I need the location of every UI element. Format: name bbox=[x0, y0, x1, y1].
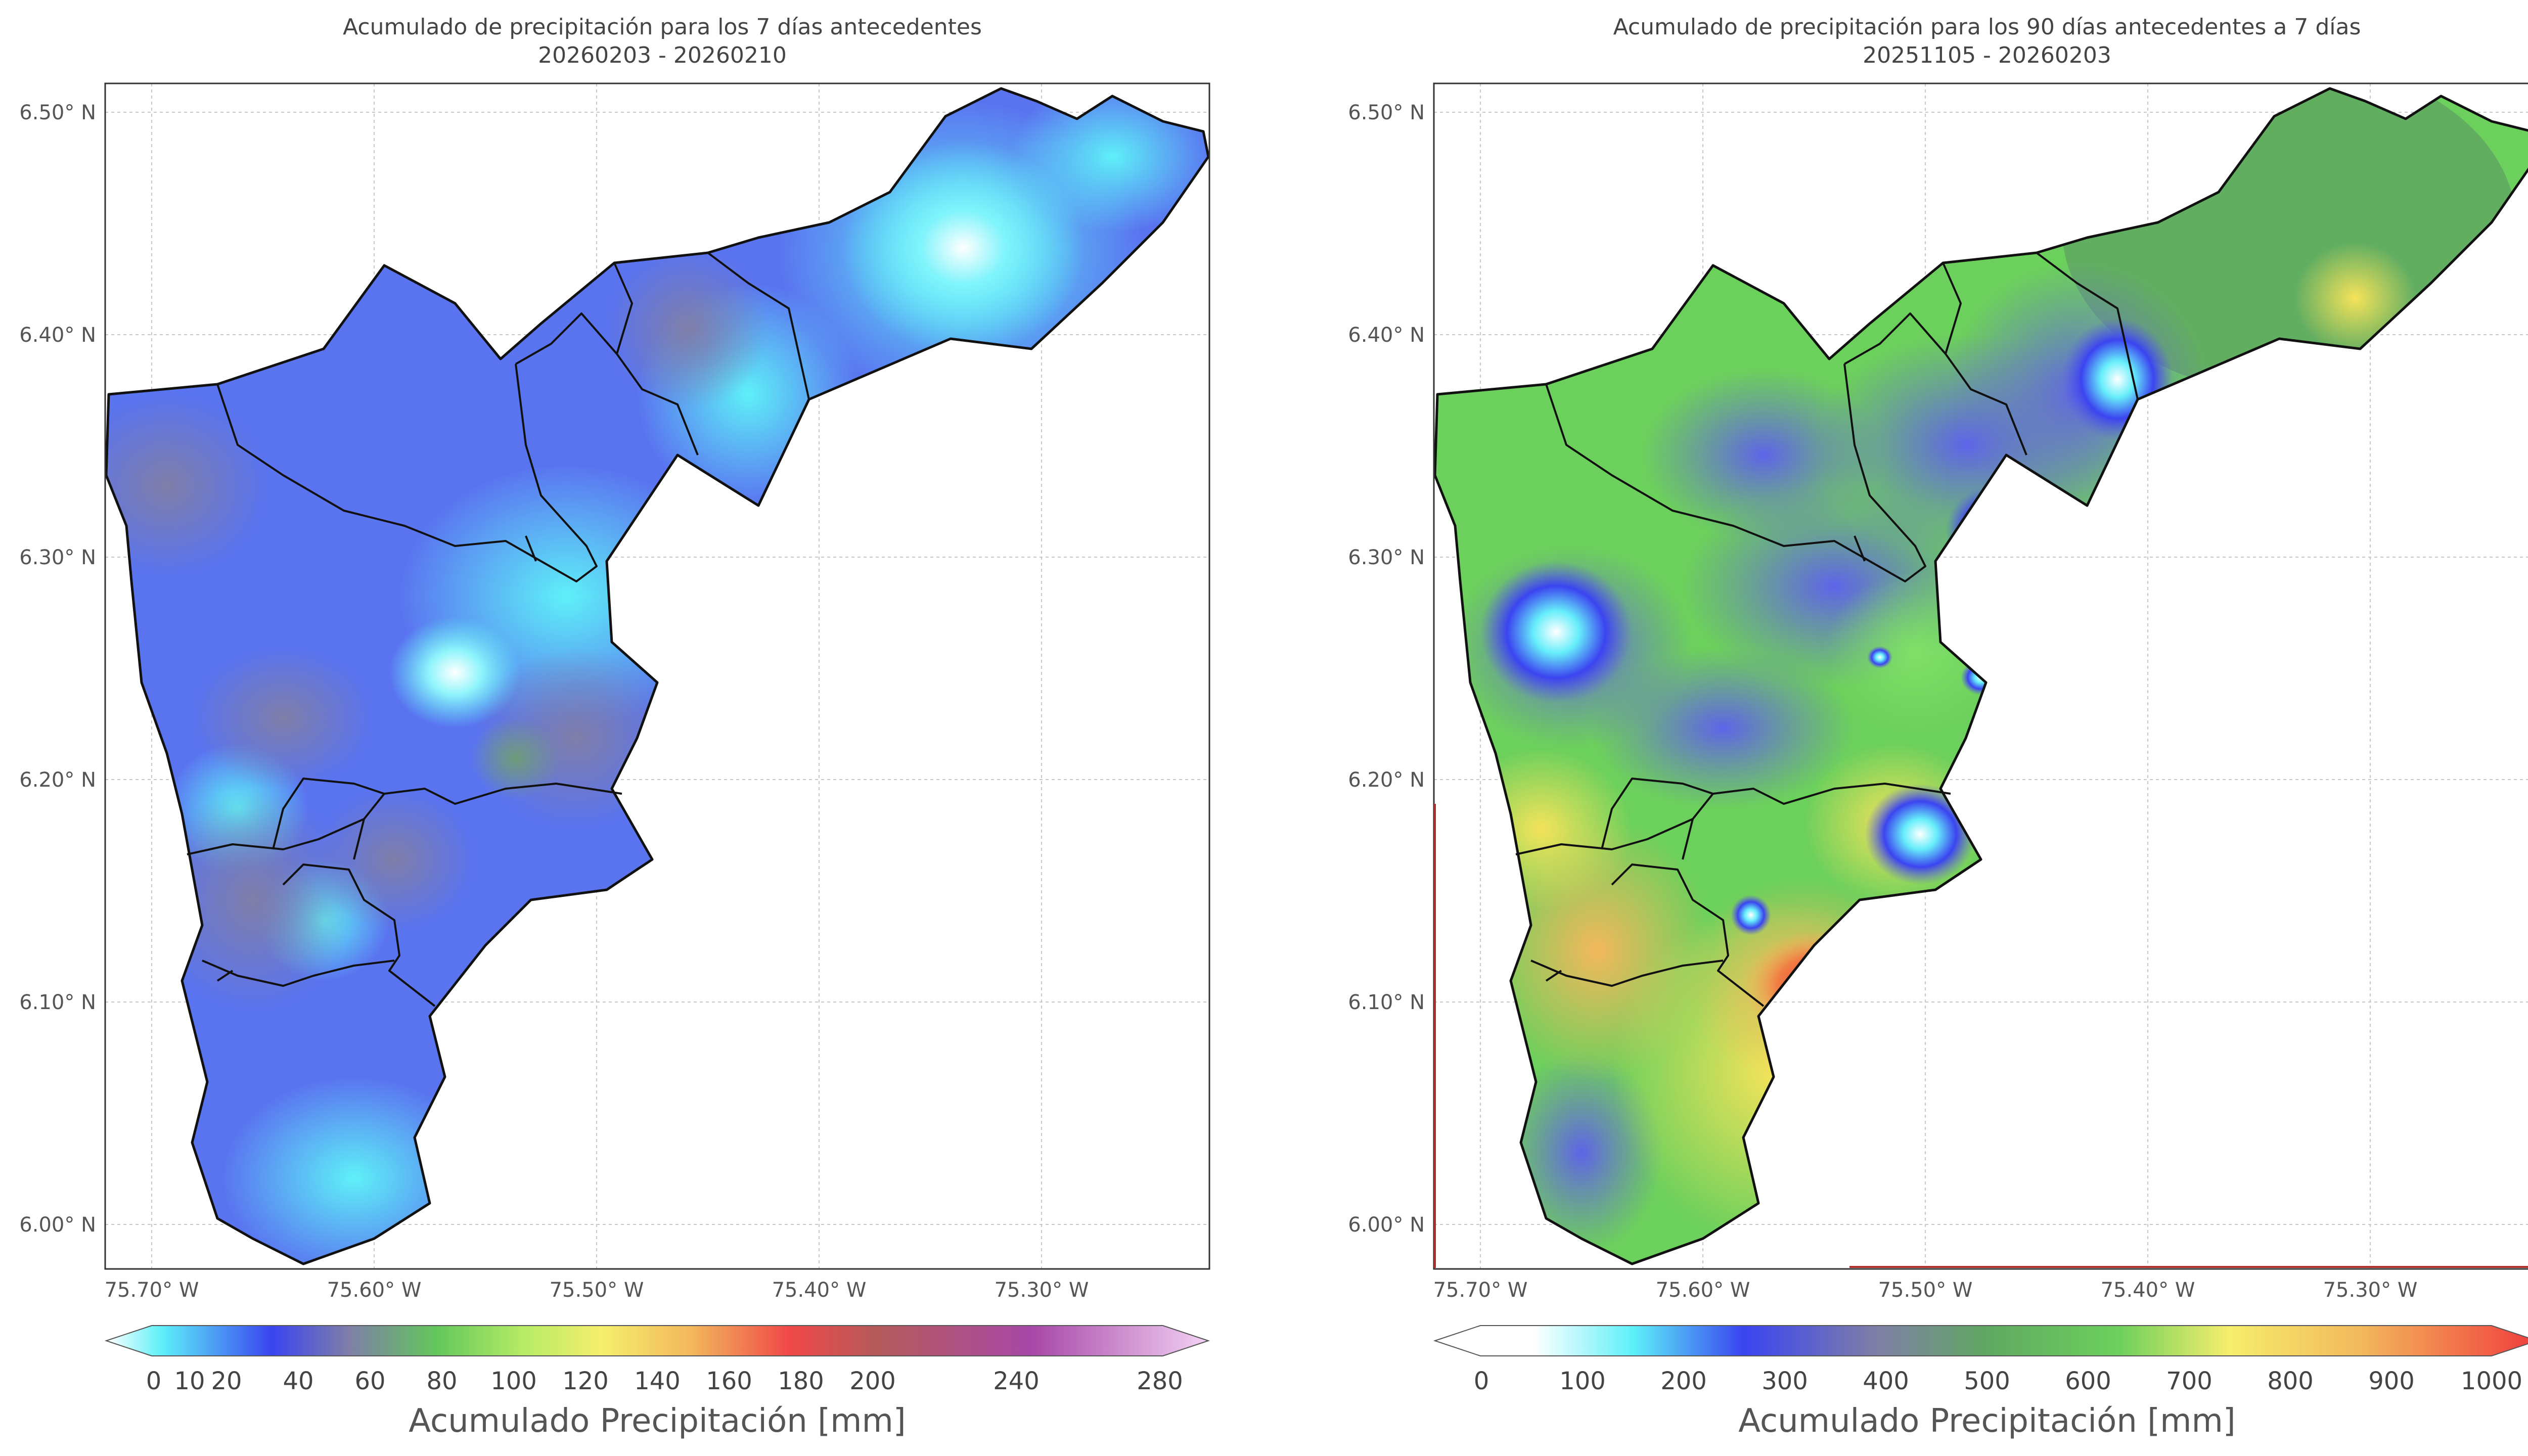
svg-text:75.70° W: 75.70° W bbox=[105, 1279, 199, 1302]
svg-text:200: 200 bbox=[1660, 1367, 1707, 1395]
y-axis-ticks: 6.50° N 6.40° N 6.30° N 6.20° N 6.10° N … bbox=[19, 101, 96, 1237]
svg-text:6.30° N: 6.30° N bbox=[19, 546, 96, 569]
svg-text:900: 900 bbox=[2368, 1367, 2415, 1395]
svg-text:60: 60 bbox=[354, 1367, 385, 1395]
svg-text:140: 140 bbox=[634, 1367, 681, 1395]
svg-text:6.10° N: 6.10° N bbox=[1348, 991, 1425, 1014]
svg-text:6.00° N: 6.00° N bbox=[1348, 1213, 1425, 1237]
svg-text:10: 10 bbox=[174, 1367, 205, 1395]
svg-text:75.30° W: 75.30° W bbox=[2323, 1279, 2418, 1302]
svg-text:6.50° N: 6.50° N bbox=[1348, 101, 1425, 124]
colorbar-ticks: 0 100 200 300 400 500 600 700 800 900 10… bbox=[1474, 1367, 2522, 1395]
colorbar-ticks: 0 10 20 40 60 80 100 120 140 160 180 200… bbox=[146, 1367, 1183, 1395]
map-title-line1: Acumulado de precipitación para los 7 dí… bbox=[343, 14, 982, 40]
svg-text:240: 240 bbox=[993, 1367, 1040, 1395]
map-title-line2: 20251105 - 20260203 bbox=[1863, 42, 2111, 68]
svg-text:700: 700 bbox=[2166, 1367, 2213, 1395]
svg-text:6.10° N: 6.10° N bbox=[19, 991, 96, 1014]
svg-text:75.50° W: 75.50° W bbox=[1878, 1279, 1973, 1302]
svg-text:75.30° W: 75.30° W bbox=[995, 1279, 1089, 1302]
svg-text:0: 0 bbox=[1474, 1367, 1489, 1395]
svg-text:20: 20 bbox=[211, 1367, 242, 1395]
map-frame bbox=[1433, 82, 2528, 1270]
colorbar-label: Acumulado Precipitación [mm] bbox=[409, 1402, 906, 1440]
svg-text:6.50° N: 6.50° N bbox=[19, 101, 96, 124]
svg-text:100: 100 bbox=[1559, 1367, 1606, 1395]
colorbar-right: 0 100 200 300 400 500 600 700 800 900 10… bbox=[1433, 1325, 2528, 1440]
map-frame bbox=[104, 82, 1210, 1270]
svg-text:200: 200 bbox=[849, 1367, 896, 1395]
svg-text:600: 600 bbox=[2065, 1367, 2111, 1395]
svg-text:280: 280 bbox=[1137, 1367, 1183, 1395]
svg-text:6.30° N: 6.30° N bbox=[1348, 546, 1425, 569]
svg-text:6.20° N: 6.20° N bbox=[1348, 768, 1425, 792]
map-title-line2: 20260203 - 20260210 bbox=[538, 42, 787, 68]
svg-text:400: 400 bbox=[1863, 1367, 1909, 1395]
map-panel-left: Acumulado de precipitación para los 7 dí… bbox=[19, 14, 1210, 1440]
svg-text:75.60° W: 75.60° W bbox=[1656, 1279, 1750, 1302]
svg-text:500: 500 bbox=[1964, 1367, 2010, 1395]
svg-text:0: 0 bbox=[146, 1367, 162, 1395]
svg-text:1000: 1000 bbox=[2461, 1367, 2522, 1395]
svg-text:6.00° N: 6.00° N bbox=[19, 1213, 96, 1237]
svg-text:75.70° W: 75.70° W bbox=[1433, 1279, 1528, 1302]
svg-text:6.40° N: 6.40° N bbox=[19, 324, 96, 347]
map-title-line1: Acumulado de precipitación para los 90 d… bbox=[1613, 14, 2361, 40]
colorbar-label: Acumulado Precipitación [mm] bbox=[1738, 1402, 2236, 1440]
y-axis-ticks: 6.50° N 6.40° N 6.30° N 6.20° N 6.10° N … bbox=[1348, 101, 1425, 1237]
precipitation-field bbox=[1435, 88, 2528, 1264]
colorbar-left: 0 10 20 40 60 80 100 120 140 160 180 200… bbox=[104, 1325, 1210, 1440]
svg-text:120: 120 bbox=[562, 1367, 609, 1395]
svg-text:6.40° N: 6.40° N bbox=[1348, 324, 1425, 347]
svg-text:100: 100 bbox=[490, 1367, 537, 1395]
svg-text:6.20° N: 6.20° N bbox=[19, 768, 96, 792]
svg-text:75.60° W: 75.60° W bbox=[327, 1279, 422, 1302]
svg-text:300: 300 bbox=[1762, 1367, 1808, 1395]
x-axis-ticks: 75.70° W 75.60° W 75.50° W 75.40° W 75.3… bbox=[105, 1279, 1089, 1302]
svg-text:75.50° W: 75.50° W bbox=[550, 1279, 644, 1302]
svg-text:75.40° W: 75.40° W bbox=[772, 1279, 867, 1302]
map-panel-right: Acumulado de precipitación para los 90 d… bbox=[1348, 14, 2528, 1440]
x-axis-ticks: 75.70° W 75.60° W 75.50° W 75.40° W 75.3… bbox=[1433, 1279, 2418, 1302]
svg-text:160: 160 bbox=[706, 1367, 752, 1395]
svg-text:40: 40 bbox=[283, 1367, 313, 1395]
svg-text:75.40° W: 75.40° W bbox=[2101, 1279, 2195, 1302]
municipality-borders bbox=[187, 252, 810, 1007]
svg-text:180: 180 bbox=[778, 1367, 824, 1395]
svg-text:800: 800 bbox=[2267, 1367, 2314, 1395]
svg-text:80: 80 bbox=[426, 1367, 457, 1395]
municipality-borders bbox=[1515, 252, 2139, 1007]
